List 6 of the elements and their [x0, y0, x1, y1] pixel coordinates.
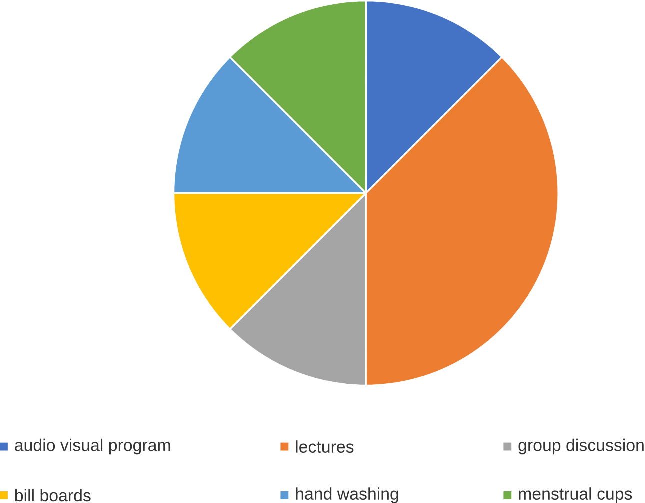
- legend-label: menstrual cups: [519, 487, 632, 503]
- legend-label: group discussion: [518, 438, 644, 454]
- legend-label: bill boards: [15, 489, 91, 502]
- legend-label: hand washing: [296, 487, 398, 503]
- legend-label: lectures: [296, 440, 354, 453]
- legend-label: audio visual program: [15, 438, 170, 454]
